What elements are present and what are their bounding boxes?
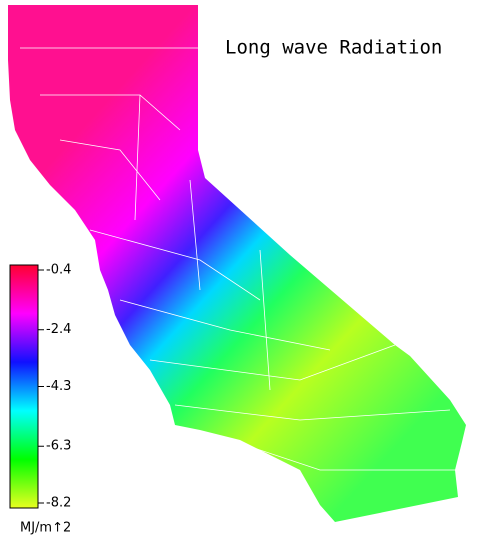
color-legend: MJ/m↑2 -0.4 -2.4 -4.3 -6.3 -8.2 <box>9 263 71 536</box>
state-shape <box>8 5 466 522</box>
legend-tick-label: -8.2 <box>46 496 71 511</box>
legend-unit: MJ/m↑2 <box>20 521 71 536</box>
legend-tick-label: -4.3 <box>46 379 71 394</box>
legend-tick-label: -0.4 <box>46 263 71 278</box>
california-map <box>8 5 466 522</box>
county-lines <box>20 47 458 471</box>
color-bar <box>9 264 39 509</box>
legend-tick-label: -2.4 <box>46 322 71 337</box>
map-title: Long wave Radiation <box>225 37 442 59</box>
legend-tick-label: -6.3 <box>46 439 71 454</box>
